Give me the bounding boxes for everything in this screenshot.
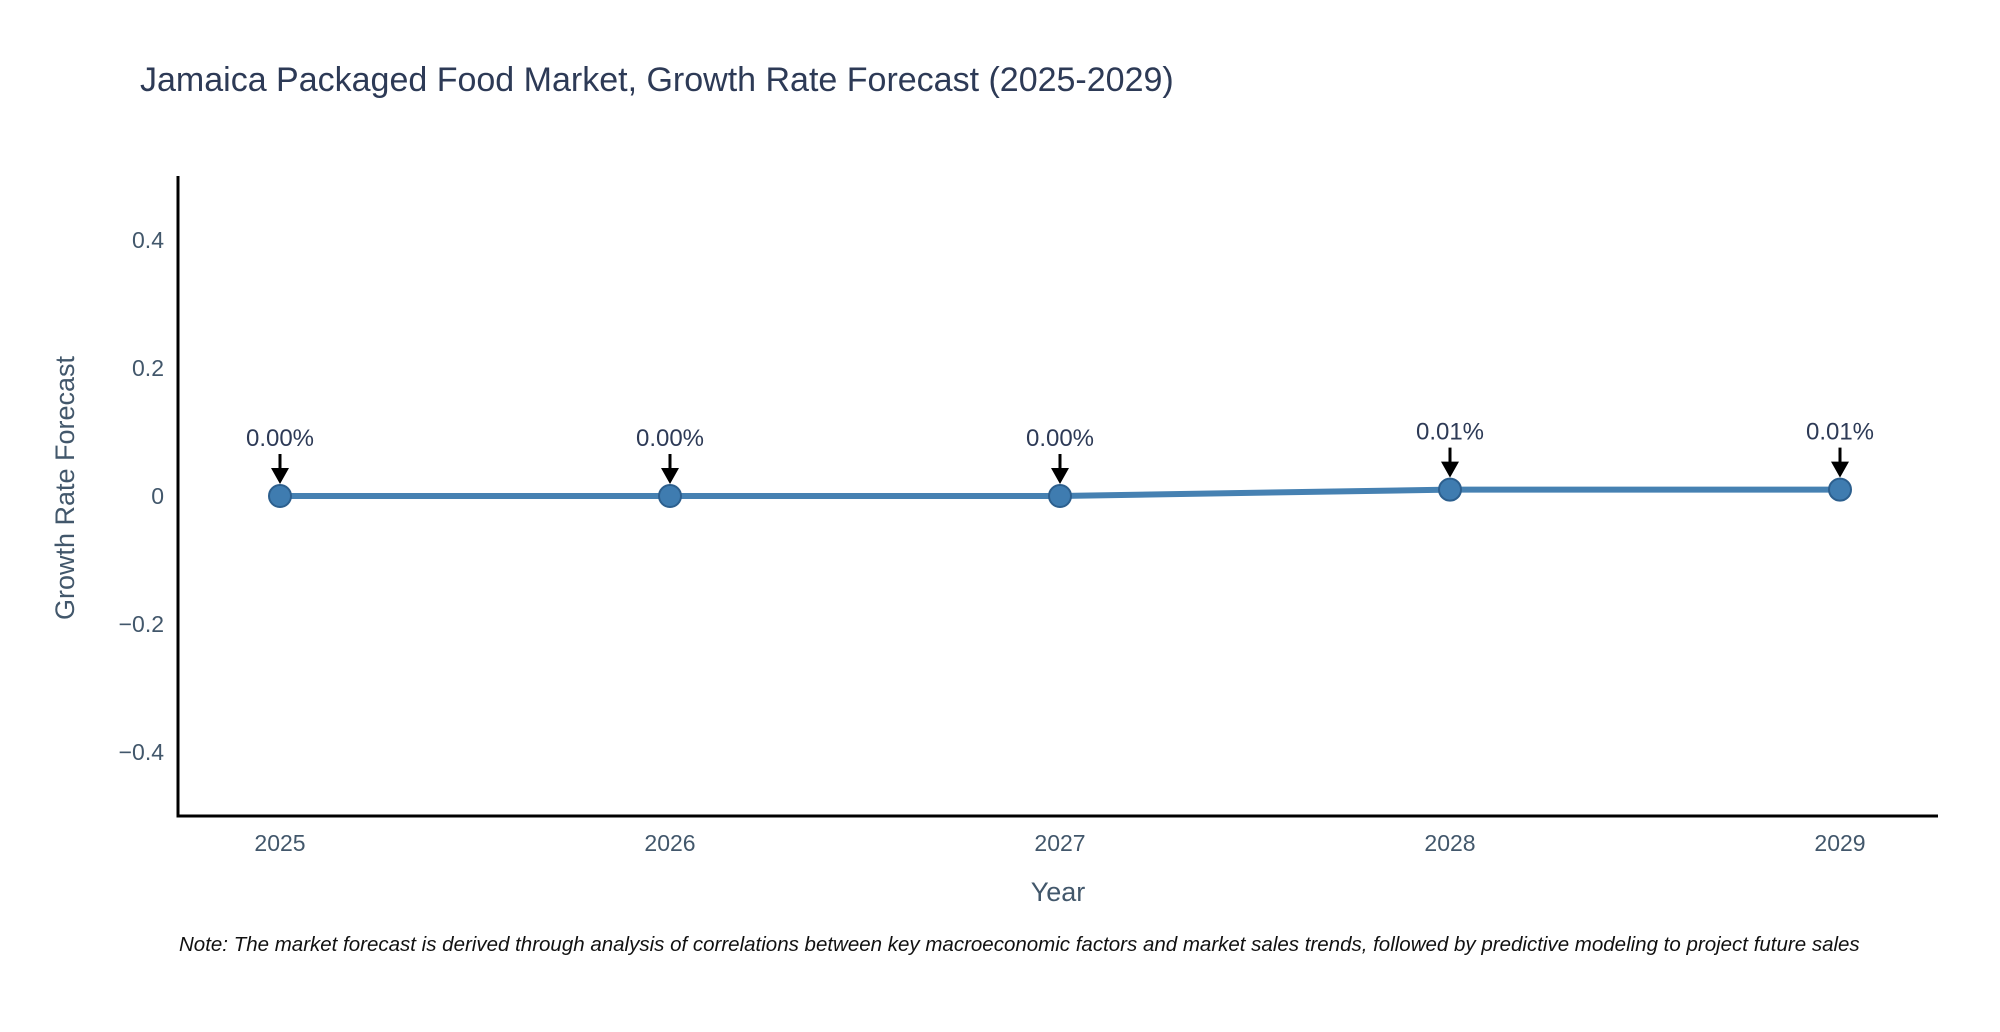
data-point — [1828, 477, 1852, 502]
y-tick-label: 0.2 — [132, 355, 164, 381]
annotation-arrowhead-icon — [1051, 468, 1069, 484]
annotation-arrowhead-icon — [1441, 461, 1459, 478]
annotation-label: 0.00% — [636, 425, 704, 452]
x-tick-label: 2028 — [1424, 830, 1475, 856]
chart-note: Note: The market forecast is derived thr… — [179, 933, 1860, 956]
y-tick-label: −0.2 — [119, 611, 164, 637]
x-axis-title: Year — [1031, 877, 1086, 907]
growth-rate-forecast-line-chart: 0.4 0.2 0 −0.2 −0.4 2025 2026 2027 2028 2029 Growt… — [50, 176, 1938, 907]
x-tick-label: 2026 — [644, 830, 695, 856]
x-tick-label: 2027 — [1034, 830, 1085, 856]
annotation-label: 0.00% — [246, 425, 314, 452]
y-tick-label: 0.4 — [132, 227, 164, 253]
y-tick-label: −0.4 — [119, 739, 165, 765]
chart-figure: 0.4 0.2 0 −0.2 −0.4 2025 2026 2027 2028 2029 Growt… — [40, 16, 2000, 1016]
annotation-label: 0.01% — [1806, 419, 1874, 446]
annotation-label: 0.00% — [1026, 425, 1094, 452]
chart-title: Jamaica Packaged Food Market, Growth Rat… — [140, 61, 1174, 99]
x-tick-label: 2025 — [254, 830, 305, 856]
y-tick-label: 0 — [151, 483, 164, 509]
data-point — [1438, 477, 1462, 502]
annotation-arrowhead-icon — [1831, 461, 1849, 478]
annotation-label: 0.01% — [1416, 419, 1484, 446]
data-point — [658, 484, 682, 508]
annotation-arrowhead-icon — [661, 468, 679, 484]
data-point — [1048, 484, 1072, 508]
x-tick-label: 2029 — [1814, 830, 1865, 856]
data-point — [268, 484, 292, 508]
y-axis-title: Growth Rate Forecast — [50, 355, 80, 620]
annotation-arrowhead-icon — [271, 468, 289, 484]
